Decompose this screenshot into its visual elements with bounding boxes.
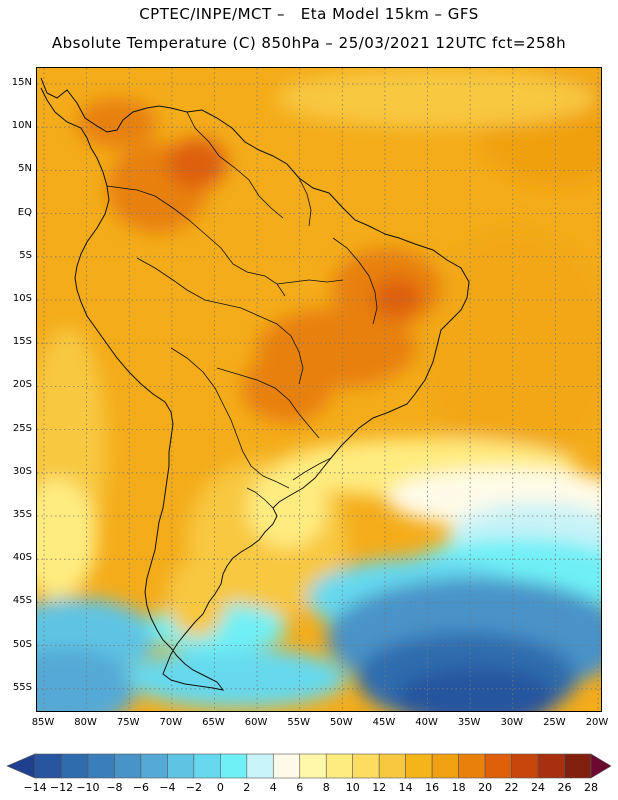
colorbar-cell	[484, 753, 512, 779]
lat-label: 10S	[12, 293, 32, 304]
colorbar	[6, 753, 612, 779]
colorbar-tick-label: 26	[557, 781, 572, 794]
colorbar-cell	[458, 753, 486, 779]
colorbar-tick-label: 16	[425, 781, 440, 794]
lat-label: 45S	[12, 595, 32, 607]
colorbar-cell	[140, 753, 168, 779]
lon-label: 80W	[74, 717, 97, 728]
colorbar-cell	[193, 753, 221, 779]
colorbar-tick-label: 24	[531, 781, 546, 794]
lon-label: 65W	[202, 717, 225, 728]
lat-label: 20S	[12, 379, 32, 391]
colorbar-tick-label: 18	[451, 781, 466, 794]
lat-label: 50S	[12, 638, 32, 650]
colorbar-tick-label: 10	[345, 781, 360, 794]
colorbar-tick-label: −10	[76, 781, 100, 794]
colorbar-tick-label: −8	[106, 781, 123, 794]
title-line-2: Absolute Temperature (C) 850hPa – 25/03/…	[51, 34, 567, 52]
colorbar-over-arrow	[590, 753, 612, 779]
colorbar-cell	[378, 753, 406, 779]
lat-label: 30S	[12, 465, 32, 477]
lat-label: 40S	[12, 552, 32, 564]
colorbar-tick-label: 12	[372, 781, 387, 794]
colorbar-cell	[34, 753, 62, 779]
colorbar-tick-label: 8	[322, 781, 330, 794]
colorbar-cell	[431, 753, 459, 779]
temperature-map	[37, 68, 601, 711]
colorbar-tick-label: 6	[296, 781, 304, 794]
colorbar-tick-label: −4	[159, 781, 176, 794]
colorbar-tick-label: 28	[584, 781, 598, 794]
country-borders	[106, 111, 378, 509]
colorbar-tick-label: 14	[398, 781, 413, 794]
lat-label: 5S	[19, 249, 32, 261]
colorbar-cell	[405, 753, 433, 779]
colorbar-cell	[87, 753, 115, 779]
colorbar-cell	[220, 753, 248, 779]
lat-label: 15N	[11, 77, 32, 88]
lat-label: 15S	[12, 336, 32, 348]
lon-label: 30W	[500, 717, 524, 728]
colorbar-tick-label: −14	[23, 781, 47, 794]
lat-label: 55S	[12, 681, 32, 693]
colorbar-cell	[511, 753, 539, 779]
colorbar-cell	[564, 753, 592, 779]
colorbar-cell	[272, 753, 301, 779]
map-panel	[36, 67, 602, 712]
lon-label: 20W	[585, 717, 609, 728]
lat-label: 35S	[12, 509, 32, 520]
lon-label: 45W	[372, 717, 396, 728]
lon-label: 60W	[244, 717, 268, 728]
colorbar-cell	[325, 753, 354, 779]
lon-label: 85W	[31, 717, 55, 728]
colorbar-tick-label: 4	[269, 781, 277, 794]
colorbar-tick-label: −6	[132, 781, 149, 794]
colorbar-tick-label: 22	[504, 781, 519, 794]
colorbar-cell	[114, 753, 142, 779]
colorbar-cell	[537, 753, 565, 779]
lat-label: EQ	[17, 206, 32, 218]
colorbar-under-arrow	[6, 753, 36, 779]
lon-label: 40W	[415, 717, 438, 728]
colorbar-tick-label: 0	[216, 781, 224, 794]
lon-label: 50W	[329, 717, 353, 728]
lon-label: 75W	[116, 717, 140, 728]
colorbar-tick-label: −2	[185, 781, 202, 794]
lon-label: 25W	[543, 717, 566, 728]
colorbar-tick-label: 20	[478, 781, 493, 794]
colorbar-cell	[299, 753, 327, 779]
colorbar-cell	[246, 753, 274, 779]
lat-label: 10N	[11, 120, 32, 132]
lon-label: 70W	[159, 717, 183, 728]
colorbar-tick-label: 2	[243, 781, 251, 794]
lon-label: 55W	[287, 717, 310, 728]
title-line-1: CPTEC/INPE/MCT – Eta Model 15km – GFS	[139, 5, 479, 23]
coastlines	[40, 77, 470, 691]
colorbar-cell	[352, 753, 380, 779]
colorbar-cell	[167, 753, 195, 779]
colorbar-cell	[61, 753, 89, 779]
lat-label: 25S	[12, 422, 32, 434]
lon-label: 35W	[457, 717, 481, 728]
lat-label: 5N	[18, 163, 32, 175]
colorbar-tick-label: −12	[49, 781, 74, 794]
temperature-field	[37, 68, 601, 711]
